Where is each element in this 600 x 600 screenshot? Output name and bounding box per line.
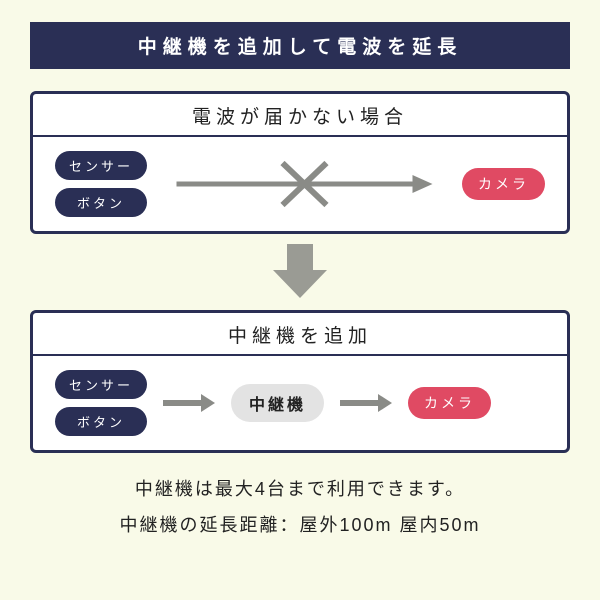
arrow-right-icon-2 xyxy=(338,393,394,413)
panel1-title: 電波が届かない場合 xyxy=(33,94,567,137)
footer-line-2: 中継機の延長距離：屋外100m 屋内50m xyxy=(30,507,570,543)
pill-button-2: ボタン xyxy=(55,407,147,436)
pill-camera: カメラ xyxy=(462,168,545,200)
panel-with-repeater: 中継機を追加 センサー ボタン 中継機 カメラ xyxy=(30,310,570,453)
arrow-right-icon xyxy=(161,393,217,413)
panel1-body: センサー ボタン カメラ xyxy=(33,137,567,231)
panel2-title: 中継機を追加 xyxy=(33,313,567,356)
pill-camera-2: カメラ xyxy=(408,387,491,419)
pill-repeater: 中継機 xyxy=(231,384,324,422)
footer-text: 中継機は最大4台まで利用できます。 中継機の延長距離：屋外100m 屋内50m xyxy=(30,471,570,543)
pill-button: ボタン xyxy=(55,188,147,217)
panel2-body: センサー ボタン 中継機 カメラ xyxy=(33,356,567,450)
pill-sensor-2: センサー xyxy=(55,370,147,399)
header-banner: 中継機を追加して電波を延長 xyxy=(30,22,570,69)
blocked-arrow-icon xyxy=(161,164,448,204)
panel1-left-pills: センサー ボタン xyxy=(55,151,147,217)
panel-no-signal: 電波が届かない場合 センサー ボタン カメラ xyxy=(30,91,570,234)
pill-sensor: センサー xyxy=(55,151,147,180)
panel2-left-pills: センサー ボタン xyxy=(55,370,147,436)
down-arrow-icon xyxy=(30,244,570,300)
footer-line-1: 中継機は最大4台まで利用できます。 xyxy=(30,471,570,507)
